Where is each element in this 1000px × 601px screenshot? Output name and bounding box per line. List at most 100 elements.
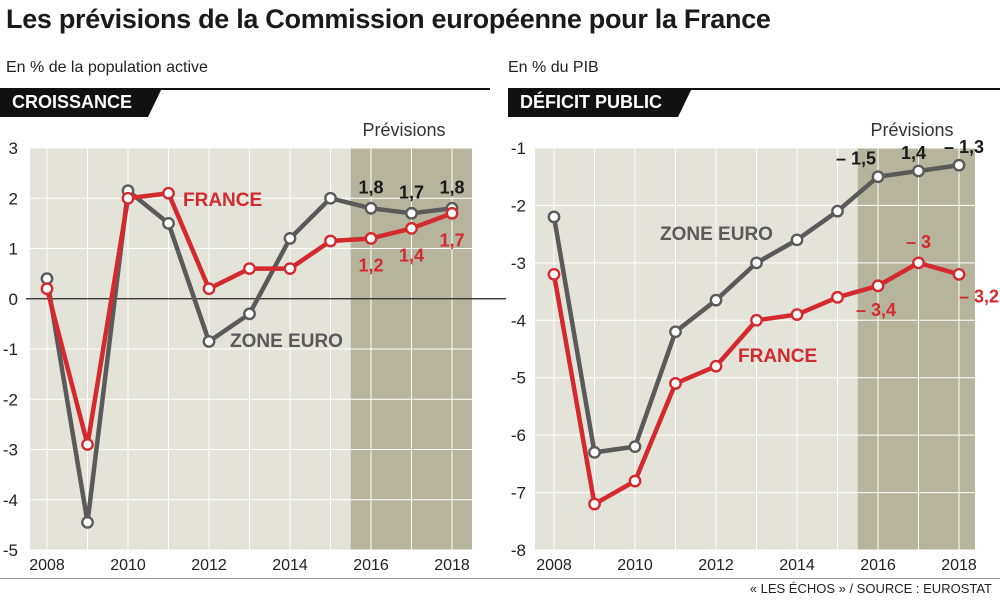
data-point <box>709 359 723 373</box>
y-tick-label: 3 <box>9 139 18 158</box>
data-point <box>547 267 561 281</box>
y-tick-label: -5 <box>511 369 526 388</box>
data-point <box>243 307 256 321</box>
series-name-label: ZONE EURO <box>660 224 773 245</box>
x-tick-label: 2016 <box>353 557 389 574</box>
y-tick-label: -5 <box>3 541 18 560</box>
data-point <box>709 293 723 307</box>
y-tick-label: -7 <box>511 484 526 503</box>
left-unit-label: En % de la population active <box>6 59 208 76</box>
deficit-chart: -1 -2 -3 -4 -5 -6 -7 -8 2008 2010 2012 2014 2016 2018… <box>511 120 999 574</box>
data-point <box>628 440 642 454</box>
data-point <box>445 206 459 220</box>
data-point <box>871 170 885 184</box>
data-point <box>364 232 378 245</box>
data-label: 1,8 <box>358 177 383 197</box>
data-point <box>81 438 94 451</box>
y-tick-label: -2 <box>511 196 526 215</box>
x-tick-label: 2010 <box>110 557 146 574</box>
data-point <box>324 191 337 205</box>
data-point <box>871 279 885 293</box>
data-point <box>40 282 54 296</box>
x-tick-label: 2012 <box>698 557 734 574</box>
source-note: « LES ÉCHOS » / SOURCE : EUROSTAT <box>749 581 992 596</box>
data-label: – 3,4 <box>856 300 896 320</box>
right-band-rule <box>508 88 1000 90</box>
forecast-label: Prévisions <box>362 120 445 140</box>
data-label: – 3,2 <box>959 286 999 306</box>
data-point <box>283 232 297 245</box>
data-label: 1,7 <box>399 182 424 202</box>
y-tick-label: 2 <box>9 189 18 208</box>
data-label: – 1,3 <box>944 137 984 157</box>
data-point <box>547 210 561 224</box>
data-point <box>202 335 216 348</box>
data-point <box>405 206 418 220</box>
x-tick-label: 2016 <box>860 557 896 574</box>
croissance-band: CROISSANCE <box>0 88 163 117</box>
forecast-label: Prévisions <box>870 120 953 140</box>
y-tick-label: 1 <box>9 240 18 259</box>
data-point <box>790 233 804 247</box>
y-tick-label: -2 <box>3 390 18 409</box>
data-point <box>162 186 175 200</box>
data-point <box>952 158 966 172</box>
series-name-label: FRANCE <box>183 190 262 211</box>
data-point <box>669 377 682 390</box>
right-unit-label: En % du PIB <box>508 59 599 76</box>
data-point <box>588 497 601 511</box>
forecast-area <box>857 148 975 550</box>
series-name-label: ZONE EURO <box>230 331 343 352</box>
data-point <box>364 201 378 215</box>
y-tick-label: -6 <box>511 426 526 445</box>
data-point <box>588 445 601 459</box>
data-point <box>912 256 925 270</box>
y-tick-label: -8 <box>511 541 526 560</box>
data-label: 1,2 <box>358 255 383 275</box>
x-tick-label: 2010 <box>617 557 653 574</box>
data-label: 1,7 <box>439 230 464 250</box>
x-tick-label: 2008 <box>536 557 572 574</box>
y-tick-label: -1 <box>3 340 18 359</box>
x-tick-label: 2014 <box>779 557 815 574</box>
data-point <box>831 204 844 218</box>
data-label: 1,8 <box>439 177 464 197</box>
footer-rule <box>0 578 1000 579</box>
data-point <box>202 282 216 296</box>
left-band-rule <box>0 88 490 90</box>
x-tick-label: 2014 <box>272 557 308 574</box>
series-name-label: FRANCE <box>738 346 817 367</box>
y-tick-label: 0 <box>9 290 18 309</box>
x-tick-label: 2012 <box>191 557 227 574</box>
croissance-chart: 3 2 1 0 -1 -2 -3 -4 -5 2008 2010 2012 2014 2016 2018 Pr… <box>3 120 506 574</box>
data-point <box>162 216 175 230</box>
data-point <box>628 474 642 488</box>
x-tick-label: 2018 <box>941 557 977 574</box>
x-tick-label: 2008 <box>29 557 65 574</box>
data-label: – 3 <box>906 232 931 252</box>
y-tick-label: -1 <box>511 139 526 158</box>
x-tick-label: 2018 <box>434 557 470 574</box>
y-tick-label: -3 <box>3 441 18 460</box>
y-tick-label: -4 <box>511 311 526 330</box>
data-point <box>405 222 418 235</box>
y-tick-label: -4 <box>3 491 18 510</box>
y-tick-label: -3 <box>511 254 526 273</box>
deficit-band: DÉFICIT PUBLIC <box>508 88 692 117</box>
data-point <box>669 325 682 339</box>
data-point <box>324 234 337 248</box>
data-point <box>121 191 135 205</box>
data-point <box>790 308 804 321</box>
data-point <box>912 164 925 178</box>
data-point <box>750 256 763 270</box>
data-point <box>750 313 763 327</box>
data-point <box>81 515 94 529</box>
data-point <box>243 262 256 276</box>
data-point <box>40 272 54 286</box>
data-label: 1,4 <box>399 245 424 265</box>
data-point <box>952 267 966 281</box>
data-point <box>831 290 844 304</box>
data-point <box>283 262 297 276</box>
chart-title: Les prévisions de la Commission européen… <box>6 4 771 34</box>
data-label: – 1,5 <box>836 149 876 169</box>
